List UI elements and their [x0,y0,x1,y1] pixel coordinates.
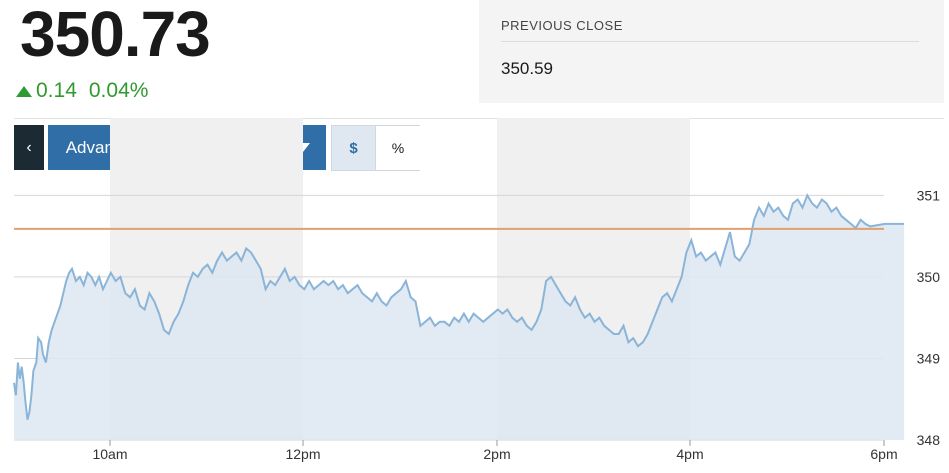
previous-close-value: 350.59 [501,59,553,78]
dollar-mode-button[interactable]: $ [332,126,375,170]
x-tick-label: 10am [92,446,127,462]
previous-close-label: PREVIOUS CLOSE [501,18,623,33]
previous-close-divider [501,41,919,42]
y-tick-label: 351 [917,187,941,203]
price-change: 0.14 0.04% [16,79,148,103]
y-tick-label: 350 [917,269,941,285]
previous-close-panel: PREVIOUS CLOSE 350.59 [479,0,944,103]
change-percent: 0.04% [88,79,149,102]
change-value: 0.14 [36,79,77,102]
price-line [13,193,905,420]
value-mode-toggle: $ % [331,125,420,171]
back-button[interactable]: ‹ [14,125,44,170]
y-axis: 351 350 349 348 [917,187,941,448]
last-price: 350.73 [20,0,211,70]
chevron-left-icon: ‹ [26,138,32,156]
x-axis: 10am 12pm 2pm 4pm 6pm [92,440,898,462]
up-triangle-icon [16,85,32,97]
y-tick-label: 348 [917,432,941,448]
x-tick-label: 4pm [676,446,703,462]
x-tick-label: 12pm [285,446,320,462]
x-tick-label: 6pm [870,446,897,462]
price-area-fill [14,195,905,440]
percent-mode-button[interactable]: % [375,126,420,170]
toolbar-divider [14,118,944,119]
x-tick-label: 2pm [483,446,510,462]
y-tick-label: 349 [917,350,941,366]
